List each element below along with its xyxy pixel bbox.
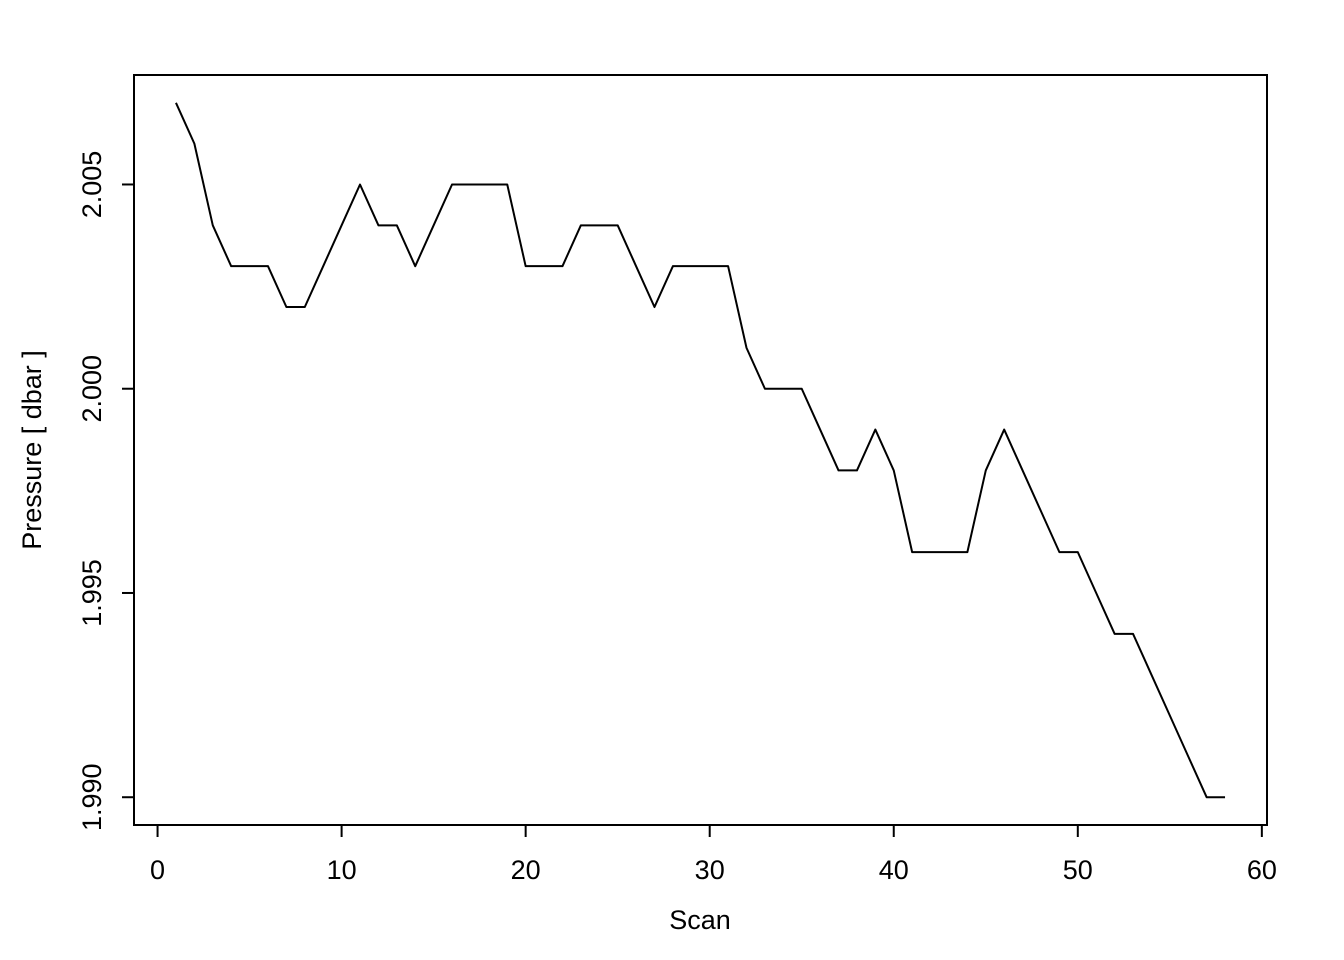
x-axis-title: Scan (669, 905, 731, 935)
y-tick-label: 1.995 (77, 559, 107, 627)
y-tick-label: 1.990 (77, 763, 107, 831)
x-tick-label: 30 (695, 855, 725, 885)
y-axis-title: Pressure [ dbar ] (17, 350, 47, 550)
x-tick-label: 50 (1063, 855, 1093, 885)
y-tick-label: 2.005 (77, 151, 107, 219)
x-tick-label: 10 (327, 855, 357, 885)
x-tick-label: 0 (150, 855, 165, 885)
x-tick-label: 40 (879, 855, 909, 885)
x-tick-label: 60 (1247, 855, 1277, 885)
x-tick-label: 20 (511, 855, 541, 885)
y-tick-label: 2.000 (77, 355, 107, 423)
data-line (175, 102, 1226, 799)
plot-frame (133, 74, 1268, 826)
